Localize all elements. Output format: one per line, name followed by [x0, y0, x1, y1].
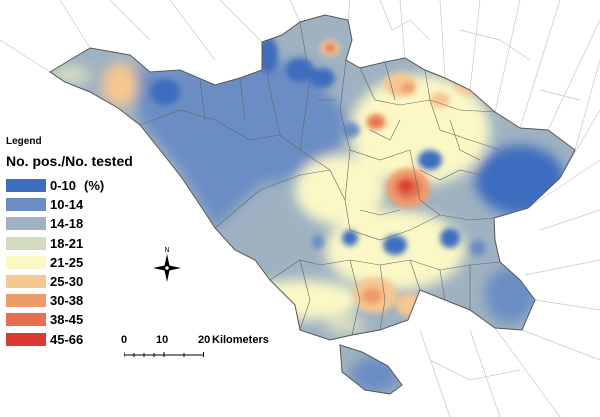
municipal-boundaries [139, 21, 501, 336]
legend-swatch [6, 179, 46, 193]
legend-label: 14-18 [50, 216, 84, 232]
north-label: N [164, 247, 169, 254]
legend-swatch [6, 332, 46, 346]
legend-title: Legend [6, 136, 42, 147]
legend-label: 18-21 [50, 235, 84, 251]
legend-label: 25-30 [50, 274, 84, 290]
legend-label: 0-10 [50, 178, 77, 194]
legend-row: 45-66 [6, 330, 83, 349]
scale-unit: Kilometers [212, 334, 269, 346]
legend-row: 0-10 [6, 176, 83, 195]
legend-label: 38-45 [50, 312, 84, 328]
legend-row: 38-45 [6, 310, 83, 329]
north-arrow-icon: N [153, 247, 181, 282]
legend-row: 10-14 [6, 195, 83, 214]
legend-label: 21-25 [50, 254, 84, 270]
scale-line [124, 352, 204, 357]
scale-tick-10: 10 [156, 334, 169, 346]
legend-heading: No. pos./No. tested [6, 153, 133, 169]
legend-unit: (%) [84, 178, 105, 193]
scale-tick-20: 20 [198, 334, 211, 346]
legend-swatch [6, 236, 46, 250]
legend-swatch [6, 275, 46, 289]
legend-list: 0-10 10-14 14-18 18-21 21-25 25-30 30-38 38-45 4… [6, 176, 83, 349]
legend-row: 18-21 [6, 234, 83, 253]
legend-swatch [6, 198, 46, 212]
legend-row: 25-30 [6, 272, 83, 291]
region-outline [49, 14, 576, 395]
legend-label: 30-38 [50, 293, 84, 309]
legend-row: 14-18 [6, 214, 83, 233]
legend-swatch [6, 217, 46, 231]
legend-label: 45-66 [50, 331, 84, 347]
scale-tick-0: 0 [121, 334, 128, 346]
legend-swatch [6, 255, 46, 269]
legend-row: 30-38 [6, 291, 83, 310]
legend-label: 10-14 [50, 197, 84, 213]
legend-swatch [6, 294, 46, 308]
scale-bar: 0 10 20 Kilometers [118, 334, 288, 364]
legend-swatch [6, 313, 46, 327]
legend-row: 21-25 [6, 253, 83, 272]
